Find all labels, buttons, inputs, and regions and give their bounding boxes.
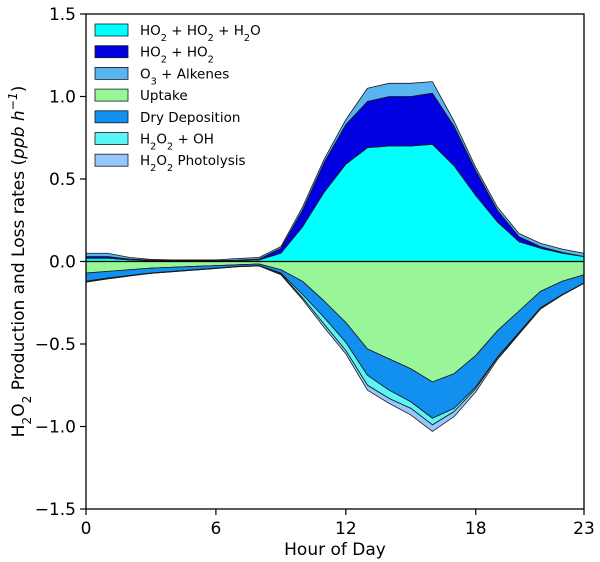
legend-swatch xyxy=(94,153,129,167)
x-tick-label: 18 xyxy=(465,519,487,539)
legend-swatch xyxy=(94,132,129,145)
legend-swatch xyxy=(94,110,129,124)
legend-label: HO2 + HO2 + H2O xyxy=(140,23,261,44)
y-tick-label: −1.0 xyxy=(35,418,76,438)
x-tick-label: 23 xyxy=(573,519,595,539)
y-tick-label: 1.5 xyxy=(49,5,76,25)
y-axis: 1.5 1.0 0.5 0.0 −0.5 −1.0 −1.5 xyxy=(35,5,86,520)
legend-swatch xyxy=(94,88,129,102)
legend-label: H2O2 + OH xyxy=(140,132,214,153)
legend-label: H2O2 Photolysis xyxy=(140,153,246,174)
x-axis-title: Hour of Day xyxy=(284,540,386,560)
legend-label: HO2 + HO2 xyxy=(140,45,214,65)
x-tick-label: 6 xyxy=(210,519,221,539)
legend-swatch xyxy=(94,45,129,59)
legend-label: O3 + Alkenes xyxy=(140,66,229,87)
y-tick-label: 1.0 xyxy=(49,88,76,108)
legend-swatch xyxy=(94,23,129,37)
x-tick-label: 12 xyxy=(335,519,357,539)
x-tick-label: 0 xyxy=(81,519,92,539)
x-axis: 0 6 12 18 23 xyxy=(81,509,595,539)
legend-label: Uptake xyxy=(140,88,188,104)
y-tick-label: 0.0 xyxy=(49,253,76,273)
y-tick-label: −1.5 xyxy=(35,500,76,520)
y-axis-title: H2O2 Production and Loss rates (ppb h−1) xyxy=(6,86,34,438)
y-tick-label: 0.5 xyxy=(49,170,76,190)
legend-swatch xyxy=(94,67,129,80)
y-tick-label: −0.5 xyxy=(35,335,76,355)
legend-label: Dry Deposition xyxy=(140,110,240,126)
areas-layer xyxy=(85,81,585,432)
